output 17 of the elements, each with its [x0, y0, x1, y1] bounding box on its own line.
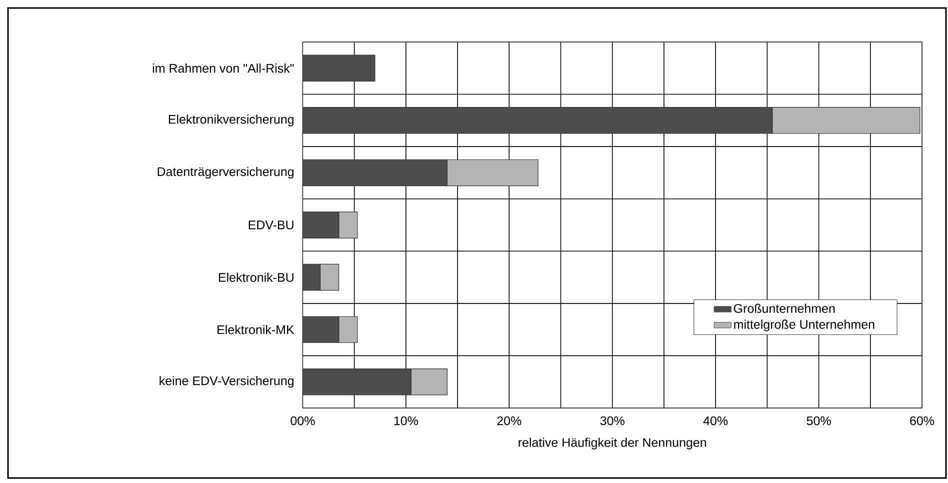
x-tick-label: 50% [806, 416, 831, 426]
legend-label: mittelgroße Unternehmen [734, 320, 874, 332]
x-tick-label: 10% [394, 416, 418, 426]
y-tick-label: Elektronik-BU [218, 272, 294, 282]
y-tick-label: EDV-BU [248, 220, 294, 230]
x-tick-label: 30% [600, 416, 624, 426]
y-tick-label: Elektronikversicherung [168, 114, 294, 126]
x-tick-label: 40% [703, 416, 728, 426]
y-tick-label: Datenträgerversicherung [158, 166, 294, 179]
y-tick-label: keine EDV-Versicherung [160, 376, 294, 388]
y-tick-label: im Rahmen von "All-Risk" [152, 64, 294, 73]
y-tick-label: Elektronik-MK [218, 324, 294, 334]
x-tick-label: 00% [290, 416, 315, 426]
x-tick-label: 20% [497, 416, 522, 426]
legend-label: Großunternehmen [734, 304, 835, 313]
x-tick-label: 60% [910, 416, 934, 426]
x-axis-title: relative Häufigkeit der Nennungen [518, 438, 706, 450]
